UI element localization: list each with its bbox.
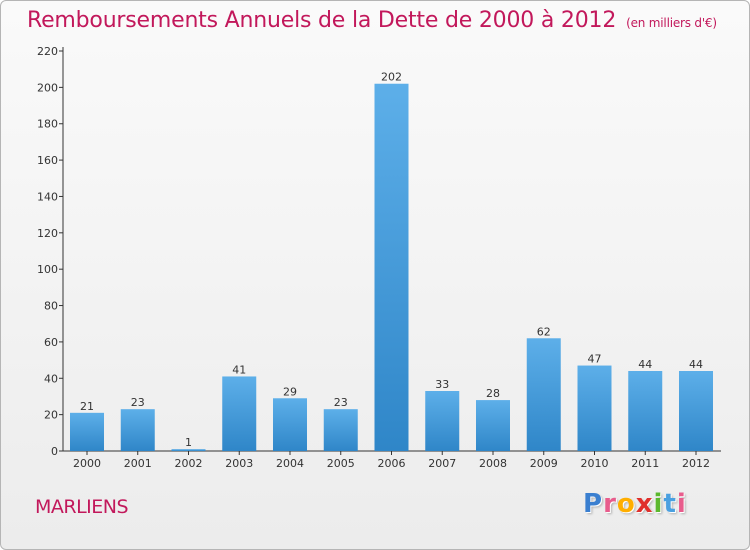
- y-tick-label: 100: [37, 263, 58, 276]
- bar-value-label: 1: [185, 436, 192, 449]
- x-tick-label: 2004: [276, 457, 304, 470]
- logo-letter: i: [653, 489, 664, 519]
- bar-value-label: 28: [486, 387, 500, 400]
- bar-value-label: 23: [334, 396, 348, 409]
- bar: [679, 371, 713, 451]
- bar-value-label: 41: [232, 363, 246, 376]
- value-labels: 21 23 1 41 29 23 202 33 28 62 47 44 44: [80, 71, 703, 449]
- bar: [425, 391, 460, 451]
- x-tick-label: 2002: [175, 457, 203, 470]
- y-tick-label: 0: [51, 445, 58, 458]
- x-tick-label: 2009: [530, 457, 558, 470]
- x-tick-label: 2008: [479, 457, 507, 470]
- bar: [120, 409, 155, 451]
- logo-letter: r: [603, 489, 617, 519]
- y-tick-label: 120: [37, 227, 58, 240]
- bar: [526, 338, 561, 451]
- bar: [577, 365, 612, 451]
- x-tick-label: 2011: [631, 457, 659, 470]
- y-tick-label: 180: [37, 118, 58, 131]
- y-tick-label: 200: [37, 81, 58, 94]
- bar: [273, 398, 307, 451]
- x-tick-label: 2010: [581, 457, 609, 470]
- bar-value-label: 21: [80, 400, 94, 413]
- bar-value-label: 33: [435, 378, 449, 391]
- chart-subtitle: (en milliers d'€): [626, 16, 717, 30]
- bar: [628, 371, 663, 451]
- y-axis: 0 20 40 60 80 100 120 140 160 180 200 220: [37, 45, 64, 458]
- bar: [323, 409, 358, 451]
- bar-value-label: 44: [689, 358, 703, 371]
- bar-value-label: 62: [537, 325, 551, 338]
- bar: [171, 449, 206, 451]
- x-tick-label: 2007: [428, 457, 456, 470]
- commune-name: MARLIENS: [35, 496, 129, 518]
- logo-letter: x: [635, 489, 654, 519]
- y-tick-label: 20: [44, 409, 58, 422]
- bars: [70, 83, 713, 452]
- bar: [476, 400, 510, 451]
- chart-title: Remboursements Annuels de la Dette de 20…: [27, 8, 717, 33]
- y-tick-label: 40: [44, 372, 58, 385]
- bar: [222, 376, 257, 451]
- y-tick-label: 80: [44, 300, 58, 313]
- x-tick-label: 2005: [327, 457, 355, 470]
- x-axis: 2000 2001 2002 2003 2004 2005 2006 2007 2008 2009…: [63, 450, 721, 470]
- bar-value-label: 47: [588, 353, 602, 366]
- x-tick-label: 2006: [378, 457, 406, 470]
- chart-title-text: Remboursements Annuels de la Dette de 20…: [27, 8, 617, 33]
- x-tick-label: 2001: [124, 457, 152, 470]
- bar: [374, 83, 409, 452]
- bar-value-label: 202: [381, 71, 402, 84]
- x-tick-label: 2000: [73, 457, 101, 470]
- bar: [70, 412, 104, 451]
- y-tick-label: 220: [37, 45, 58, 58]
- bar-value-label: 29: [283, 385, 297, 398]
- proxiti-logo: Proxiti: [583, 489, 687, 519]
- x-tick-label: 2012: [682, 457, 710, 470]
- y-tick-label: 160: [37, 154, 58, 167]
- logo-letter: t: [663, 489, 677, 519]
- bar-value-label: 23: [131, 396, 145, 409]
- y-tick-label: 140: [37, 190, 58, 203]
- logo-letter: o: [616, 489, 636, 519]
- logo-letter: i: [676, 489, 687, 519]
- bar-value-label: 44: [638, 358, 652, 371]
- y-tick-label: 60: [44, 336, 58, 349]
- x-tick-label: 2003: [225, 457, 253, 470]
- logo-letter: P: [583, 489, 604, 519]
